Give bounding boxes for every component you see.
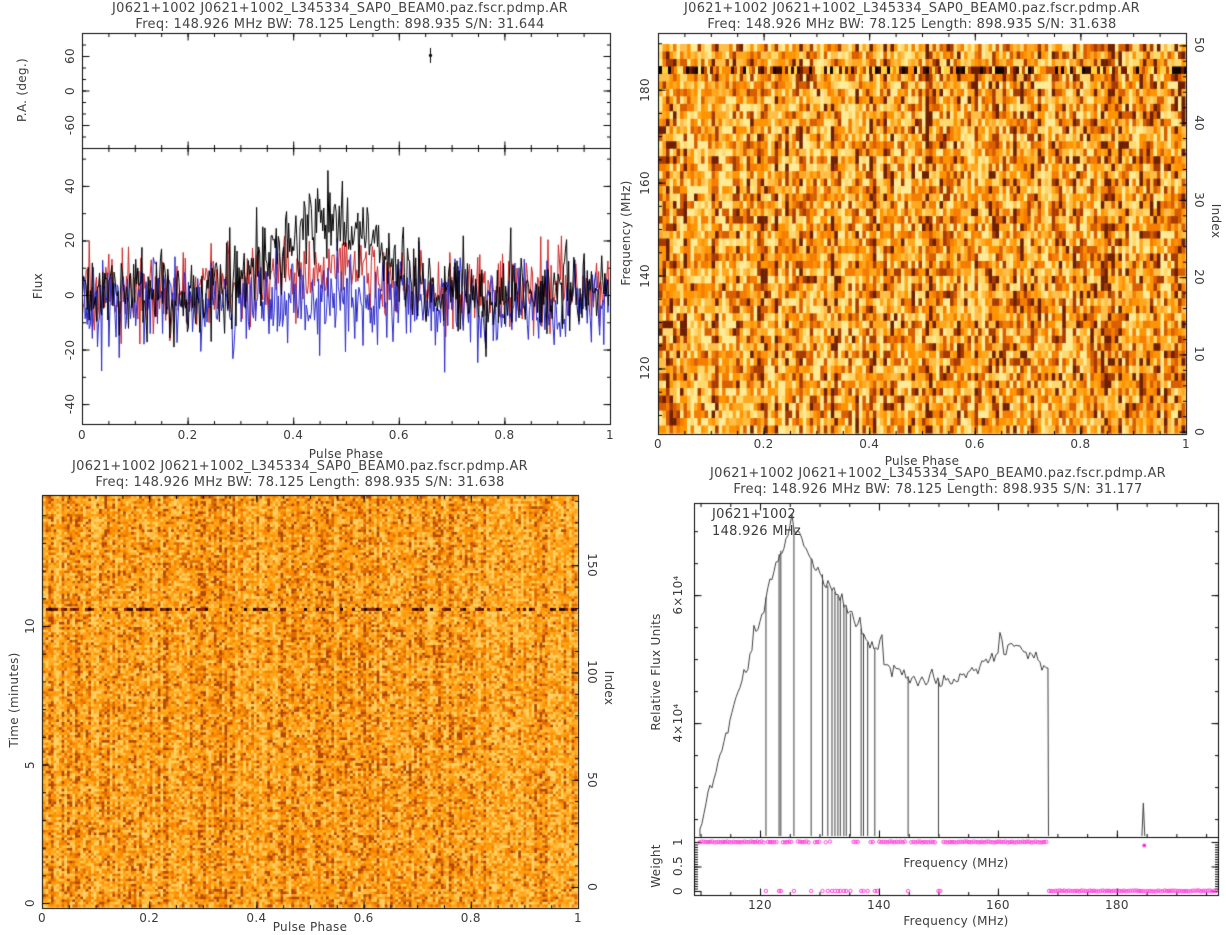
tick-label: 0.2 xyxy=(177,428,198,442)
tick-label: 0 xyxy=(23,899,37,907)
tick-label: 0.6 xyxy=(964,437,985,451)
panel-title: J0621+1002 J0621+1002_L345334_SAP0_BEAM0… xyxy=(684,1,1140,16)
tick-label: 150 xyxy=(585,553,599,578)
tick-label: 1 xyxy=(1182,437,1190,451)
tick-label: 140 xyxy=(638,263,652,288)
tick-label: 0.5 xyxy=(671,856,685,877)
tick-label: 100 xyxy=(585,660,599,685)
tick-label: 0.6 xyxy=(388,428,409,442)
tick-label: 0.4 xyxy=(246,911,267,925)
panel-subtitle: Freq: 148.926 MHz BW: 78.125 Length: 898… xyxy=(733,482,1143,497)
tick-label: 0 xyxy=(78,428,86,442)
tick-label: 6×10⁴ xyxy=(671,575,685,615)
tick-label: 160 xyxy=(638,170,652,195)
tick-label: 180 xyxy=(1104,898,1129,912)
tick-label: 0 xyxy=(671,887,685,895)
axis-label-relative-flux: Relative Flux Units xyxy=(649,613,663,731)
tick-label: -60 xyxy=(63,114,77,136)
axis-label-pulse-phase: Pulse Phase xyxy=(308,447,384,461)
frequency-annotation: 148.926 MHz xyxy=(712,524,802,539)
panel-title: J0621+1002 J0621+1002_L345334_SAP0_BEAM0… xyxy=(710,466,1166,481)
tick-label: 50 xyxy=(585,771,599,788)
tick-label: 1 xyxy=(606,428,614,442)
tick-label: 0.8 xyxy=(494,428,515,442)
tick-label: 180 xyxy=(638,77,652,102)
tick-label: 120 xyxy=(638,356,652,381)
panel-subtitle: Freq: 148.926 MHz BW: 78.125 Length: 898… xyxy=(707,17,1117,32)
axis-label-flux: Flux xyxy=(31,272,45,300)
tick-label: 0.4 xyxy=(283,428,304,442)
tick-label: -40 xyxy=(63,393,77,415)
tick-label: 140 xyxy=(867,898,891,912)
tick-label: 0 xyxy=(585,883,599,891)
axis-label-time: Time (minutes) xyxy=(7,652,21,748)
tick-label: 20 xyxy=(1192,269,1206,286)
tick-label: 40 xyxy=(63,177,77,194)
axis-label-index: Index xyxy=(1209,203,1223,239)
tick-label: 0.8 xyxy=(1070,437,1091,451)
panel-title: J0621+1002 J0621+1002_L345334_SAP0_BEAM0… xyxy=(72,459,528,474)
tick-label: 40 xyxy=(1192,114,1206,131)
panel-subtitle: Freq: 148.926 MHz BW: 78.125 Length: 898… xyxy=(95,475,505,490)
tick-label: 10 xyxy=(1192,346,1206,363)
axis-label-weight: Weight xyxy=(649,844,663,888)
tick-label: -20 xyxy=(63,339,77,360)
tick-label: 0 xyxy=(63,86,77,95)
tick-label: 0 xyxy=(38,911,46,925)
axis-label-pulse-phase: Pulse Phase xyxy=(884,454,960,468)
tick-label: 0.4 xyxy=(859,437,880,451)
panel-subtitle: Freq: 148.926 MHz BW: 78.125 Length: 898… xyxy=(135,17,545,32)
tick-label: 0 xyxy=(654,437,662,451)
tick-label: 120 xyxy=(748,898,772,912)
tick-label: 60 xyxy=(63,48,77,64)
tick-label: 10 xyxy=(23,618,37,634)
tick-label: 30 xyxy=(1192,191,1206,208)
panel-title: J0621+1002 J0621+1002_L345334_SAP0_BEAM0… xyxy=(112,1,568,16)
tick-label: 1 xyxy=(671,838,685,846)
axis-label-frequency: Frequency (MHz) xyxy=(619,180,633,286)
axis-label-frequency-inner: Frequency (MHz) xyxy=(903,856,1009,870)
tick-label: 160 xyxy=(986,898,1010,912)
tick-label: 4×10⁴ xyxy=(671,703,685,743)
tick-label: 5 xyxy=(23,760,37,769)
tick-label: 0.2 xyxy=(139,911,160,925)
tick-label: 0.8 xyxy=(460,911,481,925)
tick-label: 1 xyxy=(574,911,582,925)
tick-label: 0.6 xyxy=(353,911,374,925)
tick-label: 0.2 xyxy=(753,437,774,451)
source-annotation: J0621+1002 xyxy=(712,507,796,522)
axis-label-frequency: Frequency (MHz) xyxy=(903,914,1009,928)
tick-label: 50 xyxy=(1192,37,1206,54)
tick-label: 20 xyxy=(63,232,77,249)
tick-label: 0 xyxy=(1192,427,1206,436)
tick-label: 0 xyxy=(63,291,77,299)
axis-label-index: Index xyxy=(602,670,616,706)
axis-label-pulse-phase: Pulse Phase xyxy=(272,920,348,934)
axis-label-pa: P.A. (deg.) xyxy=(15,58,29,122)
